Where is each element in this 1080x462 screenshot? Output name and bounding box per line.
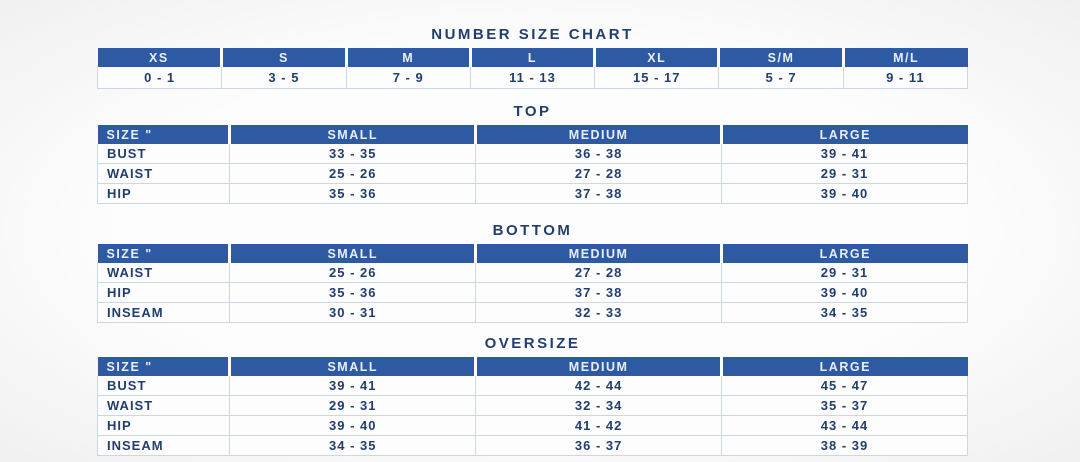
- measurement-value-cell: 45 - 47: [721, 376, 968, 396]
- measurement-label: HIP: [96, 415, 231, 436]
- top-size-table: SIZE " SMALL MEDIUM LARGE BUST 33 - 35 36 - 38…: [96, 125, 968, 204]
- size-column-header: LARGE: [721, 244, 968, 263]
- top-header-row: SIZE " SMALL MEDIUM LARGE: [97, 125, 968, 144]
- size-range-cell: 11 - 13: [469, 67, 596, 89]
- measurement-row: INSEAM 34 - 35 36 - 37 38 - 39: [96, 435, 968, 456]
- measurement-label: BUST: [96, 376, 231, 396]
- measurement-value-cell: 29 - 31: [229, 395, 477, 416]
- oversize-section: OVERSIZE SIZE " SMALL MEDIUM LARGE BUST 39 - 4…: [0, 336, 1080, 456]
- oversize-size-table: SIZE " SMALL MEDIUM LARGE BUST 39 - 41 42 - 44…: [96, 357, 968, 456]
- measurement-value-cell: 39 - 40: [721, 282, 968, 303]
- size-column-header: LARGE: [721, 357, 968, 376]
- measurement-label: INSEAM: [96, 302, 231, 323]
- measurement-value-cell: 35 - 36: [229, 282, 477, 303]
- measurement-label: WAIST: [96, 395, 231, 416]
- number-size-header-row: XS S M L XL S/M M/L: [97, 48, 968, 67]
- size-unit-header: SIZE ": [97, 244, 232, 263]
- measurement-value-cell: 39 - 41: [229, 376, 477, 396]
- measurement-label: BUST: [96, 144, 231, 164]
- measurement-sections: TOP SIZE " SMALL MEDIUM LARGE BUST 33 - 35 36 -…: [0, 104, 1080, 456]
- size-column-header: SMALL: [229, 244, 478, 263]
- measurement-value-cell: 30 - 31: [229, 302, 477, 323]
- measurement-value-cell: 32 - 34: [475, 395, 723, 416]
- oversize-header-row: SIZE " SMALL MEDIUM LARGE: [97, 357, 968, 376]
- measurement-value-cell: 33 - 35: [229, 144, 477, 164]
- measurement-value-cell: 37 - 38: [475, 183, 723, 204]
- size-column-header: MEDIUM: [475, 244, 724, 263]
- measurement-label: HIP: [96, 282, 231, 303]
- size-column-header: MEDIUM: [475, 357, 724, 376]
- size-column-header: S: [221, 48, 348, 67]
- size-column-header: S/M: [718, 48, 845, 67]
- size-range-cell: 15 - 17: [594, 67, 720, 89]
- size-unit-header: SIZE ": [97, 125, 232, 144]
- size-column-header: XL: [594, 48, 721, 67]
- measurement-value-cell: 35 - 37: [721, 395, 968, 416]
- measurement-row: WAIST 25 - 26 27 - 28 29 - 31: [96, 163, 968, 184]
- size-range-cell: 7 - 9: [345, 67, 471, 89]
- size-column-header: MEDIUM: [475, 125, 724, 144]
- size-column-header: L: [470, 48, 597, 67]
- size-column-header: M: [346, 48, 472, 67]
- size-unit-header: SIZE ": [97, 357, 232, 376]
- measurement-value-cell: 32 - 33: [475, 302, 723, 323]
- measurement-row: WAIST 25 - 26 27 - 28 29 - 31: [96, 263, 968, 283]
- measurement-value-cell: 29 - 31: [721, 263, 968, 283]
- measurement-value-cell: 39 - 40: [721, 183, 968, 204]
- size-range-cell: 0 - 1: [96, 67, 223, 89]
- measurement-value-cell: 25 - 26: [229, 263, 477, 283]
- measurement-value-cell: 42 - 44: [475, 376, 723, 396]
- size-range-cell: 5 - 7: [718, 67, 844, 89]
- measurement-label: WAIST: [96, 163, 231, 184]
- size-column-header: XS: [97, 48, 224, 67]
- measurement-value-cell: 41 - 42: [475, 415, 723, 436]
- measurement-row: WAIST 29 - 31 32 - 34 35 - 37: [96, 395, 968, 416]
- measurement-row: BUST 33 - 35 36 - 38 39 - 41: [96, 144, 968, 164]
- oversize-table-title: OVERSIZE: [484, 335, 581, 352]
- measurement-row: HIP 35 - 36 37 - 38 39 - 40: [96, 282, 968, 303]
- bottom-table-title: BOTTOM: [492, 222, 573, 239]
- size-column-header: SMALL: [229, 357, 478, 376]
- measurement-row: BUST 39 - 41 42 - 44 45 - 47: [96, 376, 968, 396]
- measurement-value-cell: 39 - 40: [229, 415, 477, 436]
- measurement-value-cell: 34 - 35: [229, 435, 477, 456]
- measurement-value-cell: 36 - 37: [475, 435, 723, 456]
- measurement-value-cell: 35 - 36: [229, 183, 477, 204]
- measurement-value-cell: 43 - 44: [721, 415, 968, 436]
- bottom-header-row: SIZE " SMALL MEDIUM LARGE: [97, 244, 968, 263]
- measurement-value-cell: 27 - 28: [475, 163, 723, 184]
- size-column-header: SMALL: [229, 125, 478, 144]
- size-range-cell: 3 - 5: [221, 67, 347, 89]
- measurement-value-cell: 39 - 41: [721, 144, 968, 164]
- bottom-size-table: SIZE " SMALL MEDIUM LARGE WAIST 25 - 26 27 - 2…: [96, 244, 968, 323]
- number-size-chart-title: NUMBER SIZE CHART: [431, 26, 634, 43]
- measurement-value-cell: 27 - 28: [475, 263, 723, 283]
- measurement-row: HIP 39 - 40 41 - 42 43 - 44: [96, 415, 968, 436]
- measurement-row: HIP 35 - 36 37 - 38 39 - 40: [96, 183, 968, 204]
- measurement-value-cell: 38 - 39: [721, 435, 968, 456]
- measurement-value-cell: 25 - 26: [229, 163, 477, 184]
- measurement-row: INSEAM 30 - 31 32 - 33 34 - 35: [96, 302, 968, 323]
- size-column-header: M/L: [843, 48, 968, 67]
- measurement-value-cell: 36 - 38: [475, 144, 723, 164]
- measurement-label: HIP: [96, 183, 231, 204]
- size-column-header: LARGE: [721, 125, 968, 144]
- measurement-label: INSEAM: [96, 435, 231, 456]
- top-table-title: TOP: [513, 103, 552, 120]
- size-range-cell: 9 - 11: [842, 67, 969, 89]
- top-section: TOP SIZE " SMALL MEDIUM LARGE BUST 33 - 35 36 -…: [0, 104, 1080, 204]
- measurement-value-cell: 34 - 35: [721, 302, 968, 323]
- measurement-label: WAIST: [96, 263, 231, 283]
- measurement-value-cell: 29 - 31: [721, 163, 968, 184]
- bottom-section: BOTTOM SIZE " SMALL MEDIUM LARGE WAIST 25 - 26…: [0, 223, 1080, 323]
- measurement-value-cell: 37 - 38: [475, 282, 723, 303]
